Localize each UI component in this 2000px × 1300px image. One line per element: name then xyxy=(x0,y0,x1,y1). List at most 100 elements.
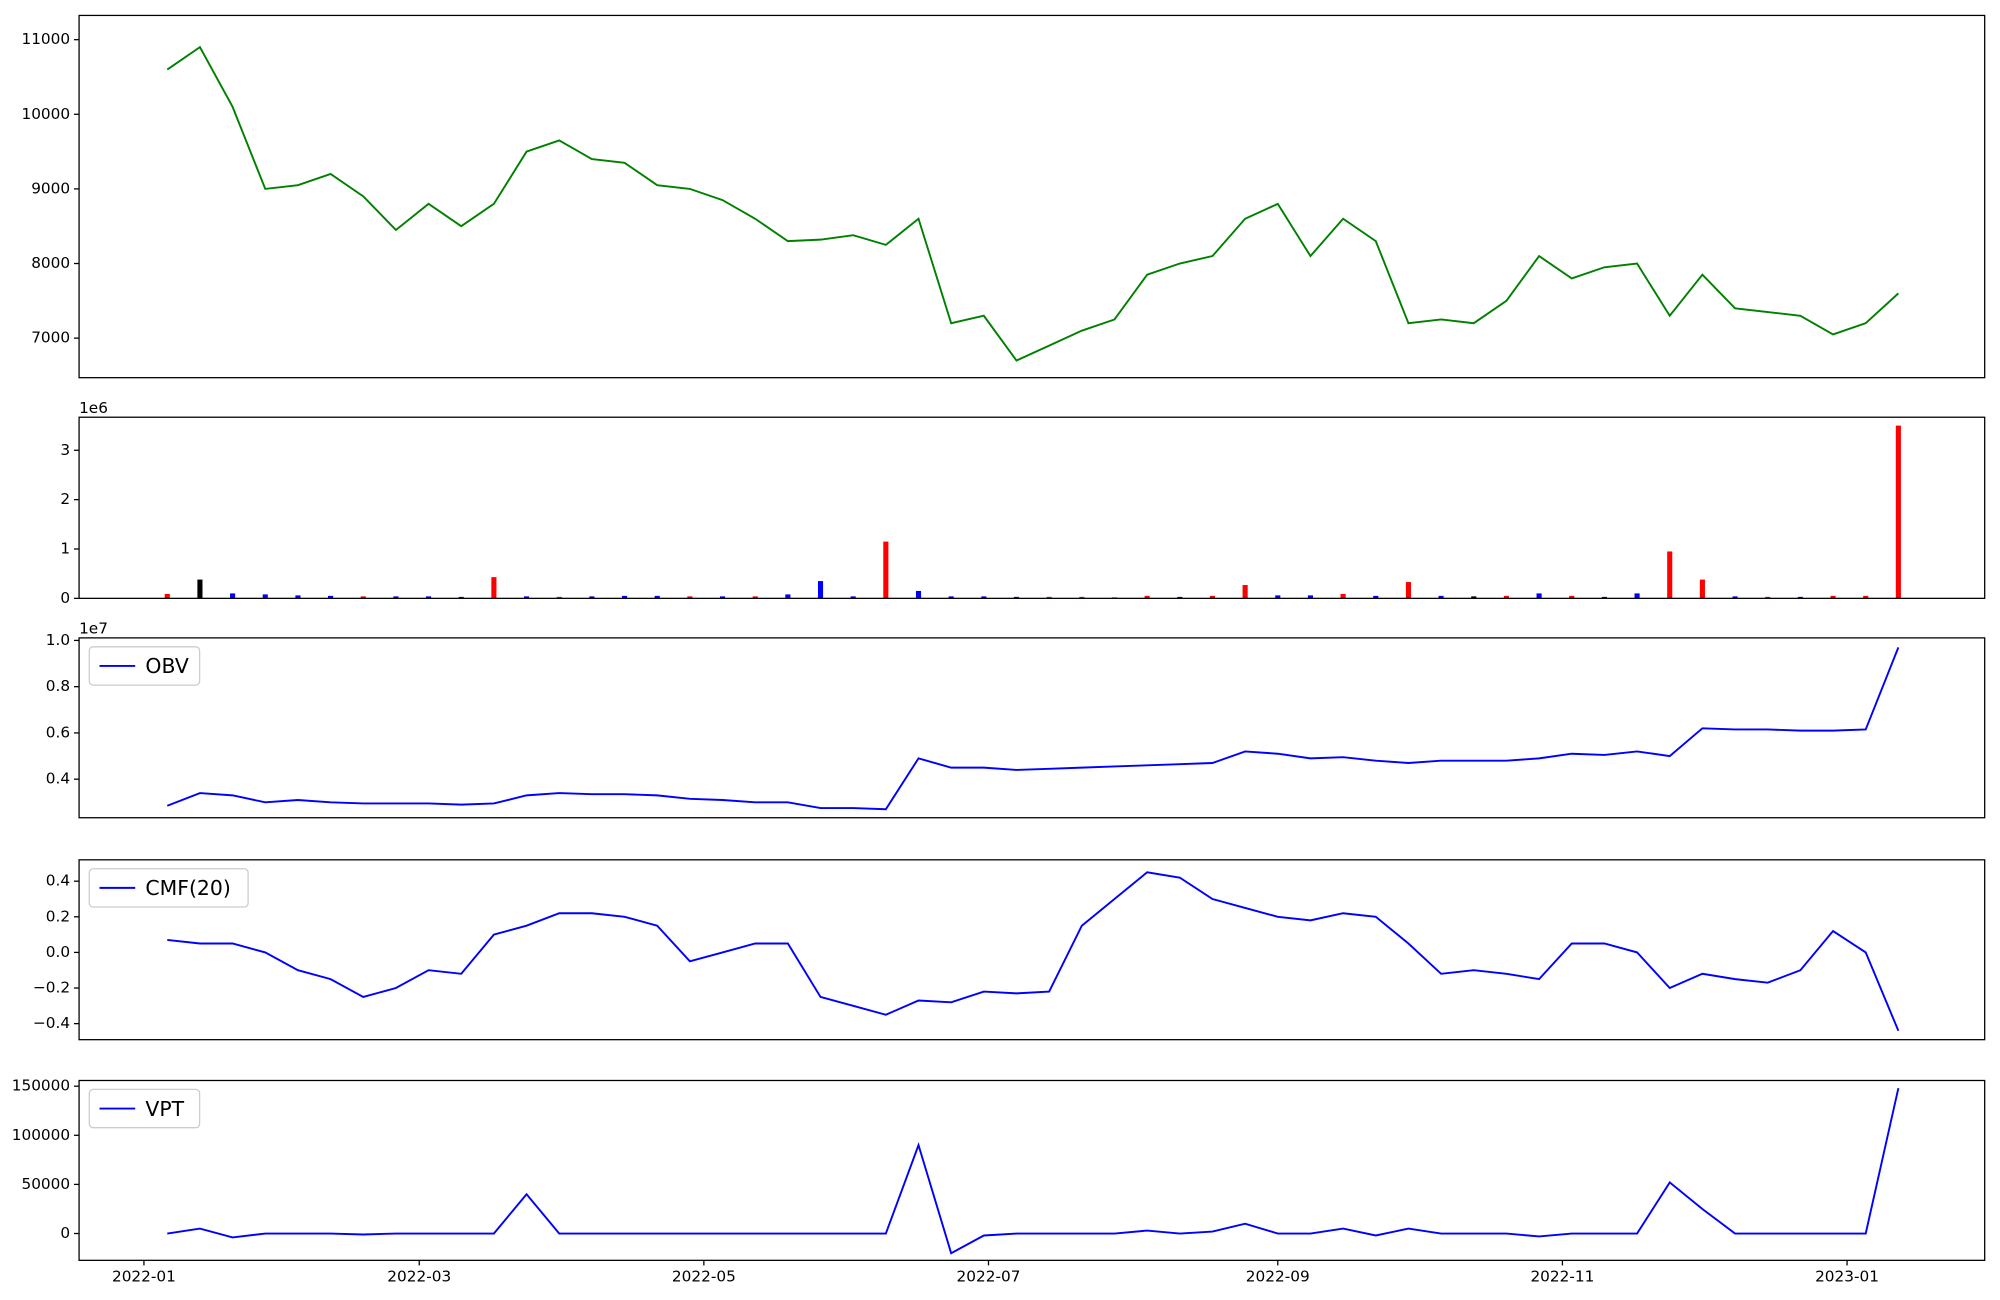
bar xyxy=(1601,596,1607,599)
bar xyxy=(1667,551,1673,599)
plot-frame xyxy=(78,859,1986,1041)
y-tick-label: 9000 xyxy=(31,179,70,197)
bar xyxy=(556,596,562,599)
bar xyxy=(1046,596,1052,599)
y-tick-label: −0.4 xyxy=(33,1014,70,1032)
bar xyxy=(328,595,334,599)
bar xyxy=(589,596,595,599)
x-tick-label: 2022-07 xyxy=(957,1267,1021,1285)
y-tick-label: 0 xyxy=(60,1224,70,1242)
y-offset-label: 1e6 xyxy=(79,399,108,417)
y-tick-label: 150000 xyxy=(12,1077,70,1095)
bar xyxy=(1732,596,1738,599)
bar xyxy=(719,596,726,599)
legend-label: OBV xyxy=(145,654,188,678)
x-tick-label: 2022-09 xyxy=(1246,1267,1310,1285)
bar xyxy=(1242,585,1248,599)
bar xyxy=(393,596,399,599)
bar xyxy=(1079,596,1085,599)
bar xyxy=(654,595,660,599)
bar xyxy=(1699,579,1705,599)
bar xyxy=(295,595,301,599)
bar xyxy=(1373,595,1379,599)
bar xyxy=(948,596,954,599)
line xyxy=(166,647,1900,811)
bar xyxy=(915,590,922,599)
legend-box xyxy=(88,868,249,908)
x-tick-label: 2022-11 xyxy=(1530,1267,1594,1285)
bar xyxy=(524,596,530,599)
bar xyxy=(1863,595,1869,599)
bar xyxy=(164,593,170,599)
bar xyxy=(883,541,889,599)
bar xyxy=(1144,595,1150,599)
y-tick-label: 1 xyxy=(60,539,70,557)
line xyxy=(167,871,1900,1032)
bar xyxy=(1405,582,1411,599)
legend-box xyxy=(88,646,201,686)
bar xyxy=(1895,425,1901,599)
plot-frame xyxy=(78,1079,1986,1261)
bar xyxy=(262,594,268,599)
bar xyxy=(752,596,758,599)
plot-frame xyxy=(78,14,1986,379)
x-tick-label: 2023-01 xyxy=(1815,1267,1879,1285)
y-tick-label: 11000 xyxy=(21,30,70,48)
plot-frame xyxy=(78,416,1986,599)
line xyxy=(167,1087,1900,1255)
legend-box xyxy=(88,1088,201,1129)
y-tick-label: 0.4 xyxy=(46,872,70,890)
bar xyxy=(1438,595,1444,599)
line xyxy=(166,45,1900,362)
y-tick-label: 7000 xyxy=(31,329,70,347)
bar xyxy=(1275,595,1281,599)
y-tick-label: 100000 xyxy=(12,1126,70,1144)
bar xyxy=(197,579,203,599)
legend-label: CMF(20) xyxy=(145,876,230,900)
y-tick-label: 10000 xyxy=(21,105,70,123)
y-tick-label: 0.6 xyxy=(46,723,70,741)
y-tick-label: 8000 xyxy=(31,254,70,272)
y-tick-label: 0.0 xyxy=(46,943,70,961)
bar xyxy=(687,596,693,599)
y-tick-label: 0.8 xyxy=(46,677,70,695)
bar xyxy=(850,596,856,599)
bar xyxy=(1830,595,1836,599)
bar xyxy=(1177,596,1183,599)
y-tick-label: 0.2 xyxy=(46,907,70,925)
bar xyxy=(1503,595,1509,599)
y-tick-label: 50000 xyxy=(21,1175,70,1193)
bar xyxy=(458,596,464,599)
bar xyxy=(1209,595,1216,599)
bar xyxy=(1340,593,1346,599)
bar xyxy=(491,577,497,599)
y-tick-label: 0 xyxy=(60,589,70,607)
y-tick-label: 0.4 xyxy=(46,770,70,788)
bar xyxy=(1471,596,1477,599)
bar xyxy=(1765,596,1771,599)
bar xyxy=(785,594,791,599)
bar xyxy=(1307,595,1314,599)
x-tick-label: 2022-05 xyxy=(672,1267,736,1285)
y-tick-label: 1.0 xyxy=(46,631,70,649)
bar xyxy=(1569,595,1575,599)
bar xyxy=(1013,596,1020,599)
bar xyxy=(621,595,628,599)
bar xyxy=(817,581,824,599)
bar xyxy=(1536,593,1542,599)
y-tick-label: 3 xyxy=(60,441,70,459)
bar xyxy=(981,596,987,599)
bar xyxy=(1634,593,1640,599)
bar xyxy=(426,596,432,599)
x-tick-label: 2022-01 xyxy=(112,1267,176,1285)
legend-label: VPT xyxy=(145,1097,184,1121)
y-tick-label: −0.2 xyxy=(33,979,70,997)
bar xyxy=(230,593,236,599)
x-tick-label: 2022-03 xyxy=(387,1267,451,1285)
bar xyxy=(1797,596,1803,599)
y-offset-label: 1e7 xyxy=(79,619,108,637)
y-tick-label: 2 xyxy=(60,490,70,508)
plot-frame xyxy=(78,637,1986,819)
